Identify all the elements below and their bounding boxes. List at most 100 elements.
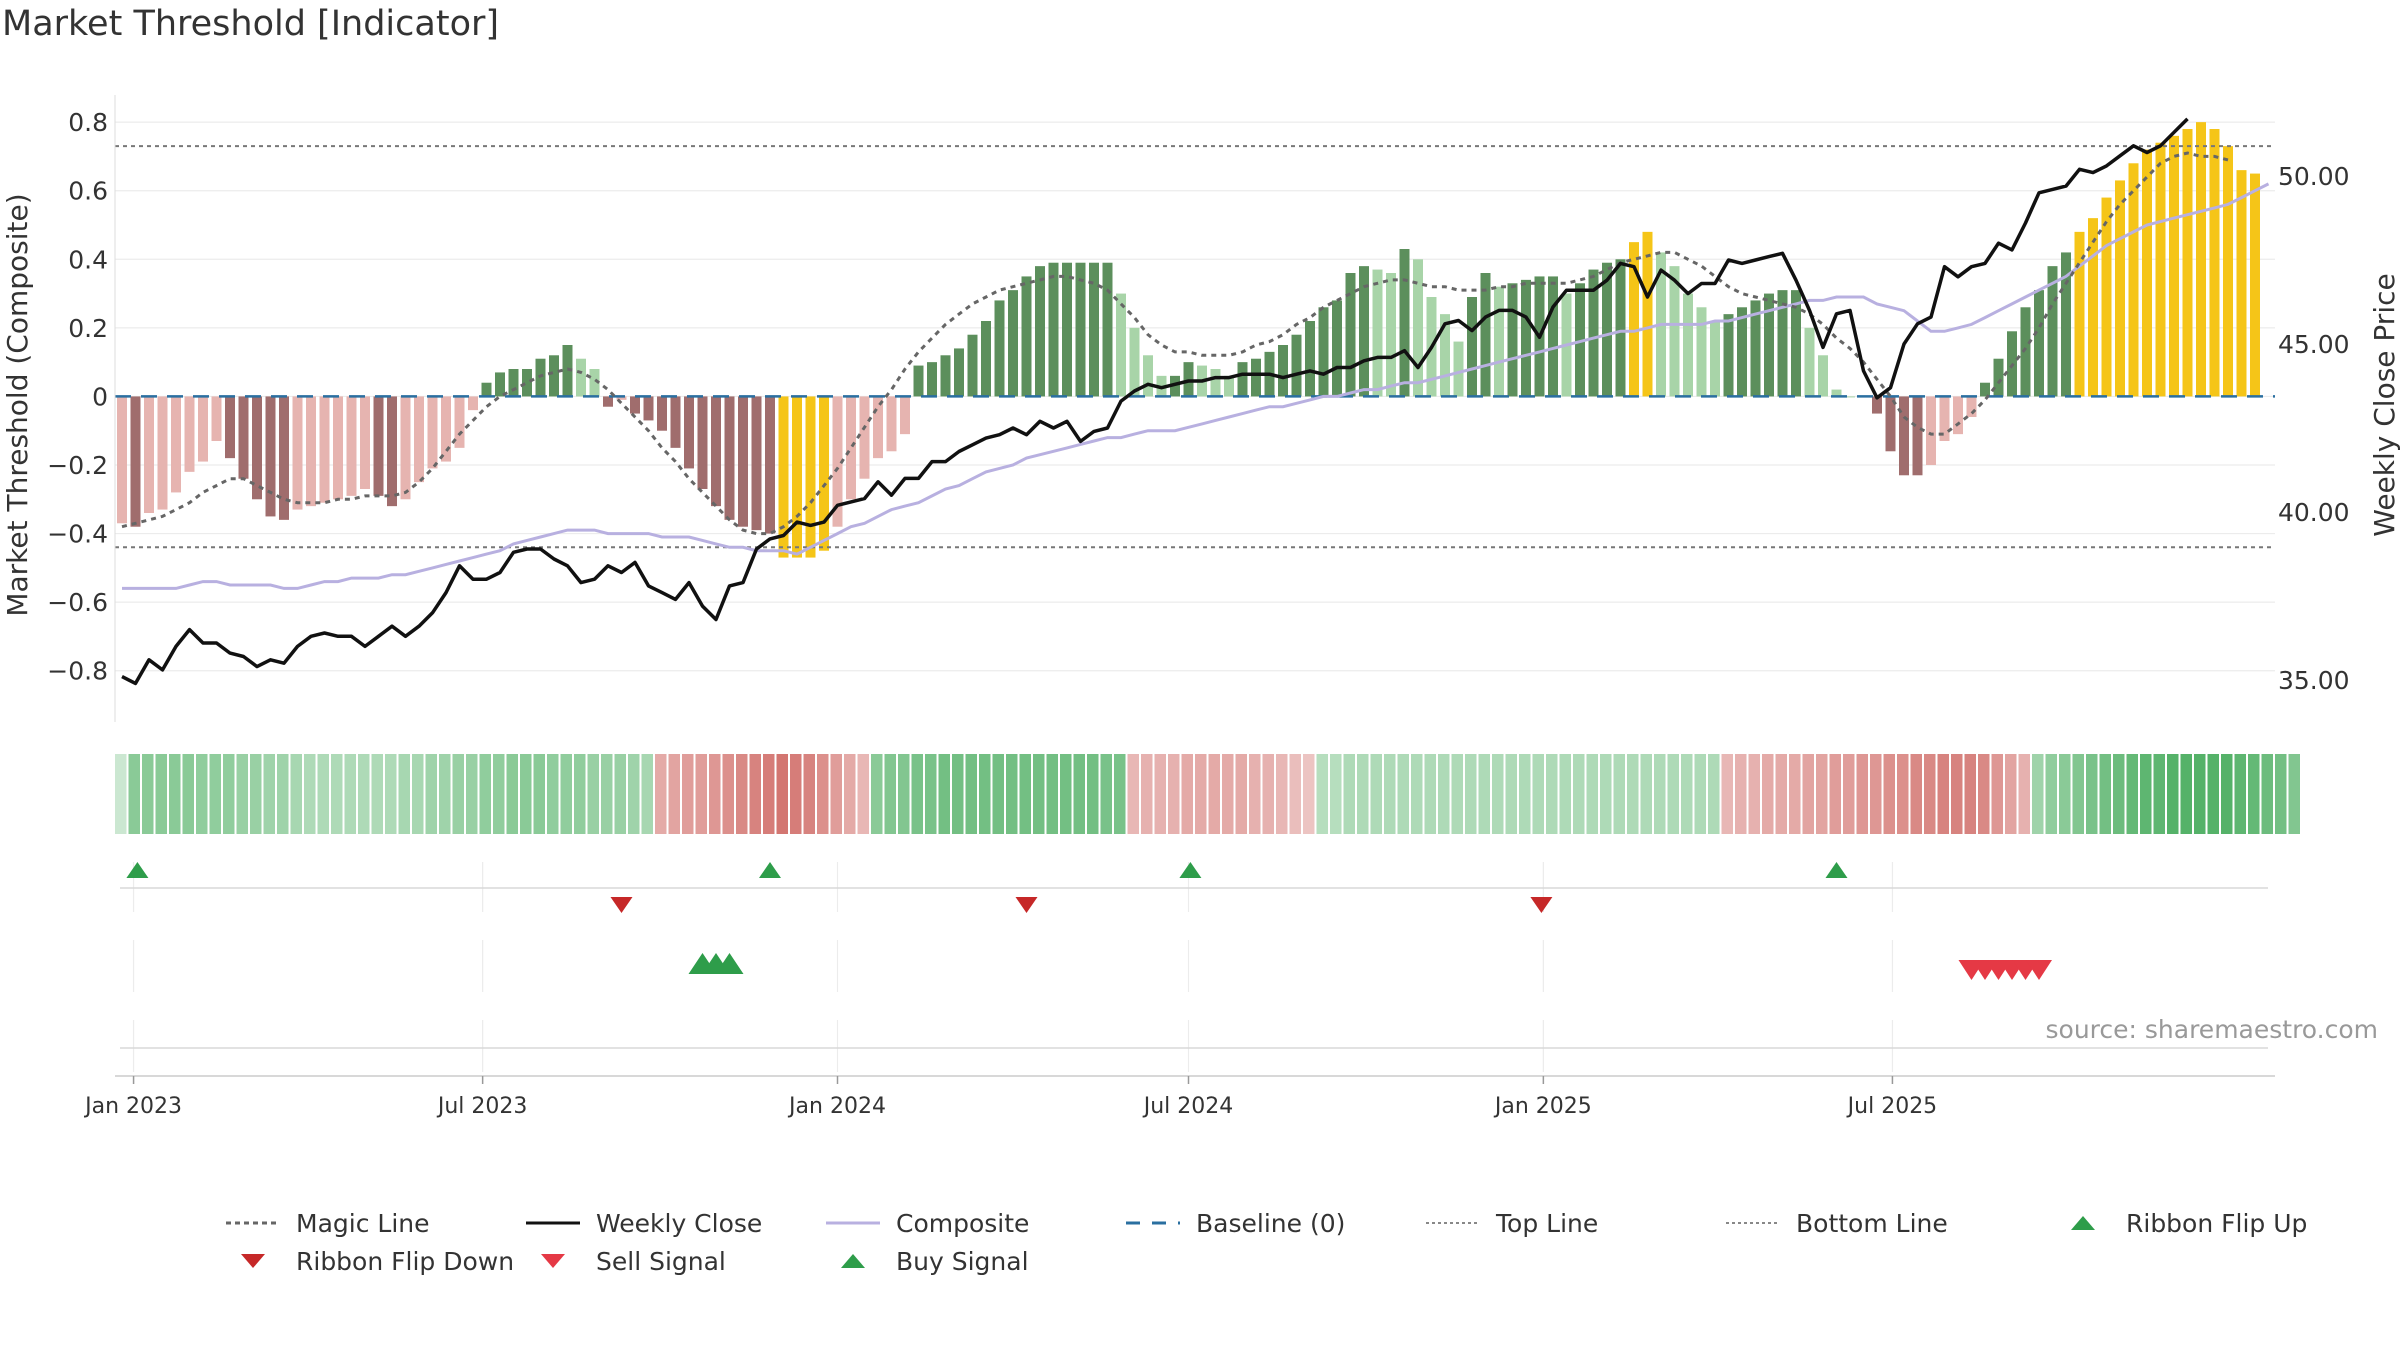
ribbon-flip-up-marker bbox=[759, 862, 781, 878]
threshold-bar bbox=[1453, 341, 1464, 397]
ribbon-cell bbox=[1357, 754, 1369, 834]
threshold-bar bbox=[1399, 249, 1410, 397]
threshold-bar bbox=[562, 345, 573, 397]
ribbon-cell bbox=[844, 754, 856, 834]
ribbon-cell bbox=[803, 754, 815, 834]
ribbon-cell bbox=[263, 754, 275, 834]
y-tick-label: −0.4 bbox=[47, 520, 108, 549]
ribbon-cell bbox=[1208, 754, 1220, 834]
threshold-bar bbox=[1318, 307, 1329, 397]
threshold-bar bbox=[373, 396, 384, 496]
y2-tick-label: 40.00 bbox=[2278, 498, 2350, 527]
threshold-bar bbox=[319, 396, 330, 503]
threshold-bar bbox=[684, 396, 694, 469]
ribbon-cell bbox=[1154, 754, 1166, 834]
threshold-bar bbox=[1372, 269, 1383, 397]
ribbon-cell bbox=[1438, 754, 1450, 834]
threshold-bar bbox=[387, 396, 397, 507]
ribbon-cell bbox=[506, 754, 518, 834]
ribbon-cell bbox=[439, 754, 451, 834]
threshold-bar bbox=[144, 396, 154, 513]
ribbon-cell bbox=[1141, 754, 1153, 834]
ribbon-cell bbox=[682, 754, 694, 834]
ribbon-cell bbox=[547, 754, 559, 834]
ribbon-cell bbox=[128, 754, 140, 834]
threshold-bar bbox=[211, 396, 222, 441]
ribbon-cell bbox=[182, 754, 194, 834]
ribbon-cell bbox=[479, 754, 491, 834]
legend-item: Weekly Close bbox=[520, 1205, 762, 1241]
ribbon-cell bbox=[601, 754, 613, 834]
threshold-bar bbox=[1845, 396, 1855, 398]
legend-swatch-icon bbox=[520, 1208, 586, 1238]
ribbon-cell bbox=[1721, 754, 1733, 834]
ribbon-cell bbox=[2072, 754, 2084, 834]
ribbon-cell bbox=[1303, 754, 1315, 834]
y2-tick-label: 45.00 bbox=[2278, 330, 2350, 359]
ribbon-cell bbox=[1856, 754, 1868, 834]
threshold-bar bbox=[1737, 307, 1747, 397]
ribbon-cell bbox=[2288, 754, 2300, 834]
ribbon-cell bbox=[1802, 754, 1814, 834]
threshold-bar bbox=[427, 396, 438, 469]
ribbon-flip-down-marker bbox=[1530, 897, 1553, 913]
ribbon-cell bbox=[1735, 754, 1747, 834]
ribbon-cell bbox=[641, 754, 653, 834]
threshold-bar bbox=[913, 365, 924, 397]
ribbon-cell bbox=[2005, 754, 2017, 834]
legend-item: Bottom Line bbox=[1720, 1205, 1948, 1241]
ribbon-cell bbox=[776, 754, 788, 834]
threshold-bar bbox=[2169, 135, 2179, 397]
threshold-bar bbox=[1048, 262, 1059, 397]
legend-label: Magic Line bbox=[296, 1208, 430, 1238]
threshold-bar bbox=[1210, 369, 1221, 397]
legend-item: Ribbon Flip Up bbox=[2050, 1205, 2307, 1241]
ribbon-cell bbox=[587, 754, 599, 834]
ribbon-cell bbox=[1910, 754, 1922, 834]
ribbon-cell bbox=[952, 754, 964, 834]
ribbon-cell bbox=[290, 754, 302, 834]
threshold-bar bbox=[2209, 129, 2220, 397]
ribbon-cell bbox=[2126, 754, 2138, 834]
ribbon-cell bbox=[196, 754, 208, 834]
ribbon-cell bbox=[1843, 754, 1855, 834]
legend-swatch-icon bbox=[820, 1246, 886, 1276]
threshold-bar bbox=[468, 396, 478, 411]
legend-item: Sell Signal bbox=[520, 1243, 726, 1279]
x-tick-label: Jan 2023 bbox=[83, 1094, 182, 1119]
threshold-bar bbox=[670, 396, 681, 448]
ribbon-cell bbox=[236, 754, 248, 834]
ribbon-cell bbox=[979, 754, 991, 834]
ribbon-cell bbox=[250, 754, 262, 834]
ribbon-cell bbox=[1478, 754, 1490, 834]
y-tick-label: 0.4 bbox=[68, 245, 108, 274]
y-tick-label: −0.6 bbox=[47, 588, 108, 617]
ribbon-flip-up-marker bbox=[126, 862, 149, 878]
ribbon-cell bbox=[695, 754, 707, 834]
ribbon-cell bbox=[169, 754, 181, 834]
ribbon-cell bbox=[2086, 754, 2098, 834]
legend-label: Weekly Close bbox=[596, 1208, 763, 1238]
threshold-bar bbox=[1386, 273, 1396, 397]
threshold-bar bbox=[1129, 327, 1140, 397]
threshold-bar bbox=[711, 396, 721, 507]
threshold-bar bbox=[2020, 307, 2031, 397]
ribbon-cell bbox=[1411, 754, 1423, 834]
ribbon-cell bbox=[1060, 754, 1072, 834]
ribbon-cell bbox=[1640, 754, 1652, 834]
threshold-bar bbox=[1224, 375, 1234, 397]
threshold-bar bbox=[1345, 273, 1356, 397]
threshold-bar bbox=[994, 300, 1005, 397]
grid-lines bbox=[115, 121, 2275, 1072]
threshold-bar bbox=[900, 396, 910, 435]
threshold-bar bbox=[1629, 242, 1639, 397]
threshold-bar bbox=[157, 396, 168, 510]
threshold-bar bbox=[1764, 293, 1774, 397]
threshold-bar bbox=[117, 396, 127, 524]
legend-swatch-icon bbox=[1420, 1208, 1486, 1238]
ribbon-cell bbox=[2059, 754, 2071, 834]
ribbon-cell bbox=[2099, 754, 2111, 834]
ribbon-cell bbox=[2113, 754, 2125, 834]
threshold-bar bbox=[657, 396, 667, 431]
ribbon-cell bbox=[1762, 754, 1774, 834]
